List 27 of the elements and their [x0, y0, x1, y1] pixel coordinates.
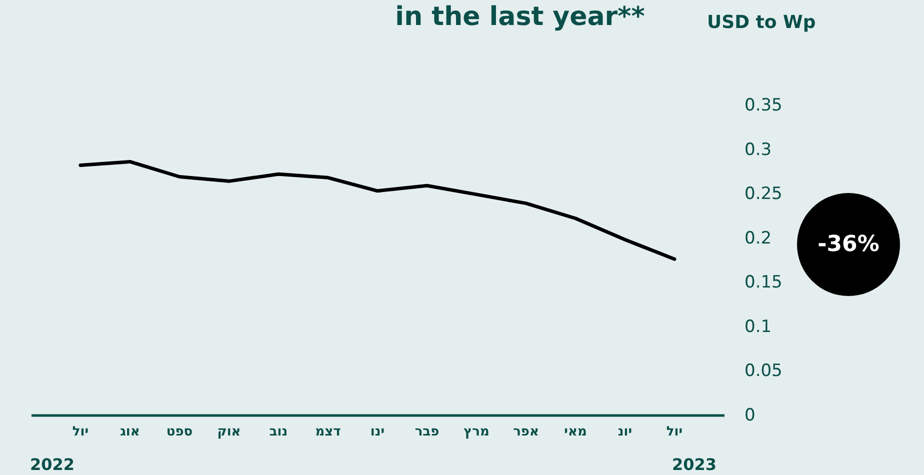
x-tick-label: אוג	[120, 424, 140, 440]
x-tick-label: אפר	[513, 424, 539, 440]
y-tick-label: 0.05	[744, 361, 782, 382]
y-tick-label: 0.3	[744, 140, 772, 160]
x-tick-label: נוב	[269, 424, 288, 440]
y-tick-label: 0.2	[744, 228, 772, 248]
y-axis-title: USD to Wp	[707, 12, 816, 33]
y-tick-label: 0.25	[744, 184, 782, 204]
y-tick-label: 0.1	[744, 316, 772, 337]
y-tick-label: 0.35	[744, 96, 782, 116]
x-tick-label: אוק	[217, 424, 241, 440]
text: 2023	[672, 455, 717, 474]
x-tick-label: מרץ	[464, 424, 490, 440]
x-tick-label: יונ	[618, 424, 632, 440]
circle-badge: -36%	[797, 193, 900, 296]
y-tick-label: 0.15	[744, 272, 782, 293]
x-tick-label: דצמ	[315, 424, 342, 440]
x-tick-label: ינו	[370, 424, 385, 440]
text: 2022	[30, 455, 75, 474]
chart-title: in the last year**	[395, 2, 645, 32]
x-tick-label: מאי	[564, 424, 587, 440]
y-tick-label: 0	[744, 406, 756, 426]
x-tick-label: יול	[666, 424, 683, 440]
x-tick-label: ספט	[166, 424, 193, 440]
x-tick-label: יול	[72, 424, 89, 440]
x-tick-label: פבר	[414, 424, 440, 440]
line-series	[78, 160, 676, 261]
